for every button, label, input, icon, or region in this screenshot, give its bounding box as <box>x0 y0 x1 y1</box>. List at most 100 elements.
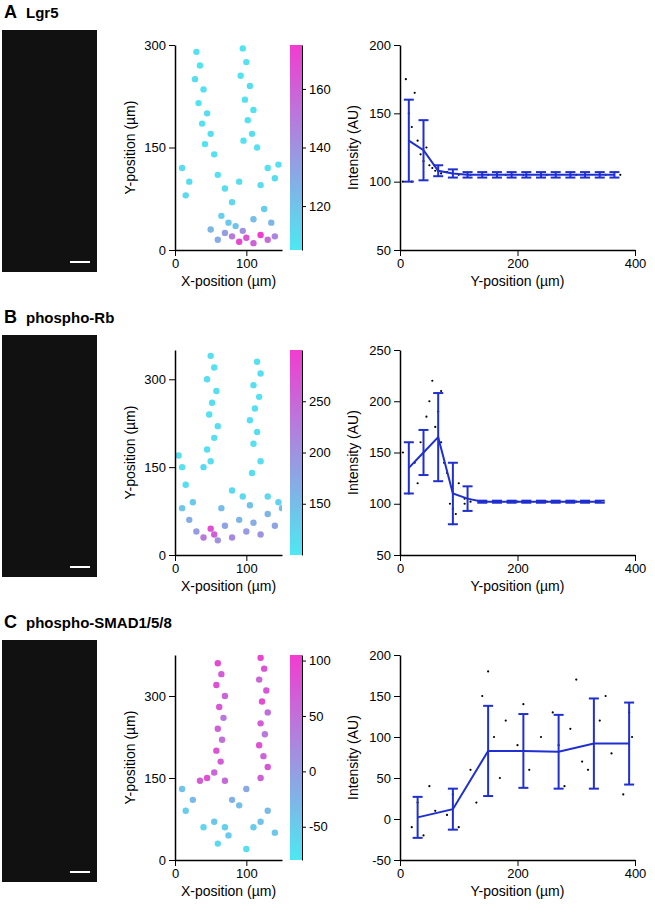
tick-mark <box>394 819 400 820</box>
point <box>263 687 269 693</box>
axis-line <box>302 656 303 861</box>
point <box>243 235 249 241</box>
error-bar-cap <box>589 697 599 699</box>
tick: 200 <box>507 555 529 576</box>
point <box>207 458 213 464</box>
raw-point <box>481 695 483 697</box>
tick-label: 50 <box>377 243 391 258</box>
error-bar-stem <box>452 789 454 830</box>
tick: 0 <box>172 250 179 271</box>
point <box>225 832 231 838</box>
raw-point <box>619 174 621 176</box>
tick-mark <box>302 206 306 207</box>
raw-point <box>622 793 624 795</box>
point <box>225 219 231 225</box>
error-bar-cap <box>404 493 414 495</box>
tick: 400 <box>625 250 647 271</box>
tick: 150 <box>369 445 400 460</box>
point <box>179 165 185 171</box>
colorbar <box>290 45 302 250</box>
tick-label: 200 <box>507 561 529 576</box>
tick: 0 <box>302 764 316 779</box>
raw-point <box>505 720 507 722</box>
tick-label: 0 <box>172 866 179 881</box>
point <box>265 764 271 770</box>
point <box>193 528 199 534</box>
point <box>236 178 242 184</box>
error-bar-cap <box>551 171 561 173</box>
error-bar-cap <box>448 523 458 525</box>
error-bar <box>551 172 561 177</box>
raw-point <box>493 736 495 738</box>
tick: 300 <box>144 372 175 387</box>
error-bar-stem <box>628 703 630 785</box>
error-bar-stem <box>423 430 425 475</box>
raw-point <box>464 503 466 505</box>
scale-bar <box>70 566 90 568</box>
error-bar <box>463 486 473 511</box>
point <box>195 100 201 106</box>
point <box>183 808 189 814</box>
raw-point <box>419 441 421 443</box>
point <box>272 829 278 835</box>
point <box>257 458 263 464</box>
axis: 0100 <box>172 860 283 881</box>
error-bar-cap <box>413 837 423 839</box>
point <box>202 141 208 147</box>
tick: 100 <box>369 174 400 189</box>
raw-point <box>587 769 589 771</box>
raw-point <box>434 170 436 172</box>
error-bar-cap <box>536 171 546 173</box>
error-bar-cap <box>595 502 605 504</box>
point <box>260 753 266 759</box>
axis-line <box>176 250 283 252</box>
tick-mark <box>394 250 400 251</box>
point <box>252 405 258 411</box>
error-bar-cap <box>565 171 575 173</box>
raw-point <box>487 670 489 672</box>
tick-mark <box>169 250 175 251</box>
tick-label: 250 <box>309 394 331 409</box>
tick-label: 150 <box>144 771 166 786</box>
point <box>186 178 192 184</box>
raw-point <box>446 814 448 816</box>
point <box>211 769 217 775</box>
raw-point <box>428 164 430 166</box>
axis: 0150300 <box>144 656 175 868</box>
tick-mark <box>518 860 519 866</box>
point <box>183 482 189 488</box>
tick-label: 300 <box>144 689 166 704</box>
tick-mark <box>394 778 400 779</box>
point <box>257 775 263 781</box>
tick-label: 50 <box>309 709 323 724</box>
tick: 300 <box>144 689 175 704</box>
error-bar-cap <box>554 714 564 716</box>
point <box>190 499 196 505</box>
error-bar <box>448 789 458 830</box>
raw-point <box>431 167 433 169</box>
tick-label: 0 <box>172 561 179 576</box>
point <box>236 239 242 245</box>
tick-mark <box>302 771 306 772</box>
tick: 200 <box>302 445 331 460</box>
error-bar-cap <box>624 784 634 786</box>
tick: 100 <box>369 496 400 511</box>
raw-point <box>599 720 601 722</box>
error-bar-stem <box>467 486 469 511</box>
tick-mark <box>394 45 400 46</box>
error-bar-cap <box>404 441 414 443</box>
raw-point <box>402 181 404 183</box>
axis-line <box>175 656 177 861</box>
error-bar-cap <box>433 392 443 394</box>
error-bar-cap <box>521 177 531 179</box>
point <box>262 731 268 737</box>
tick: 0 <box>397 860 404 881</box>
tick-label: -50 <box>372 853 391 868</box>
tick-mark <box>246 250 247 256</box>
point <box>247 417 253 423</box>
point <box>250 240 256 246</box>
tick-label: 100 <box>309 653 331 668</box>
point <box>232 223 238 229</box>
tick-mark <box>169 555 175 556</box>
point <box>207 525 213 531</box>
